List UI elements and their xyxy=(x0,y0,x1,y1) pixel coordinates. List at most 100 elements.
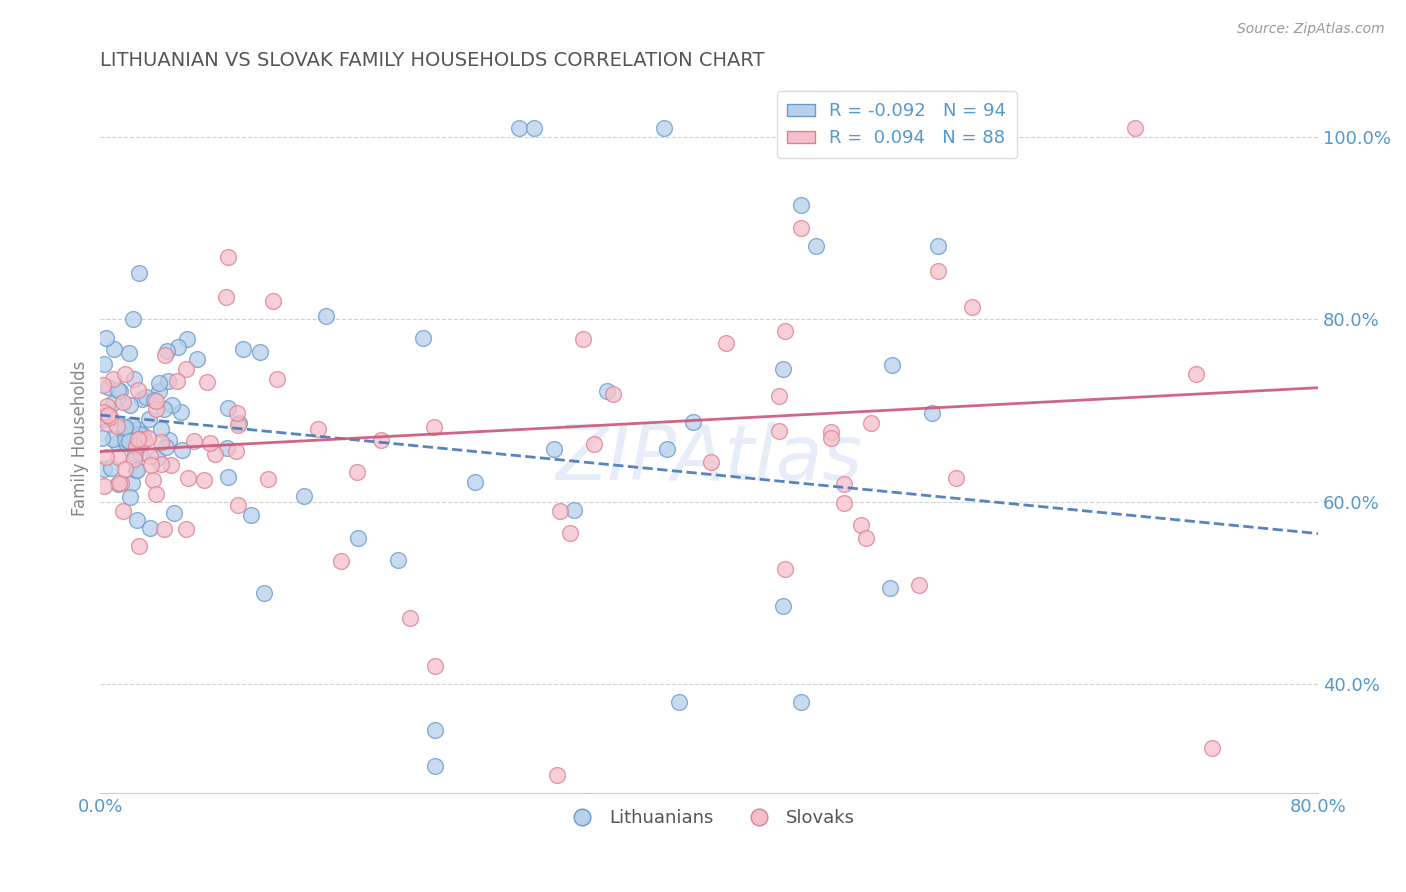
Point xyxy=(156,344,179,359)
Point xyxy=(135,390,157,404)
Y-axis label: Family Households: Family Households xyxy=(72,360,89,516)
Point xyxy=(804,239,827,253)
Point xyxy=(217,470,239,484)
Point xyxy=(927,264,949,278)
Point xyxy=(425,658,447,673)
Point xyxy=(879,582,901,596)
Point xyxy=(128,540,150,554)
Point xyxy=(157,374,180,388)
Point xyxy=(97,408,120,422)
Point xyxy=(118,434,141,449)
Point xyxy=(101,372,124,386)
Point xyxy=(921,407,943,421)
Point xyxy=(125,463,148,477)
Point xyxy=(1125,120,1147,135)
Point xyxy=(105,419,128,434)
Point xyxy=(114,368,136,382)
Point xyxy=(149,434,172,449)
Point xyxy=(820,431,842,445)
Point xyxy=(101,432,124,446)
Point xyxy=(94,331,117,345)
Point xyxy=(152,522,174,536)
Point xyxy=(131,392,153,406)
Point xyxy=(127,432,149,446)
Point xyxy=(103,342,125,356)
Point xyxy=(217,401,239,415)
Point xyxy=(97,380,120,394)
Text: ZIPAtlas: ZIPAtlas xyxy=(555,422,863,496)
Point xyxy=(107,477,129,491)
Point xyxy=(145,401,167,416)
Point xyxy=(226,498,249,512)
Point xyxy=(253,585,276,599)
Point xyxy=(225,444,247,458)
Point xyxy=(112,421,135,435)
Point xyxy=(114,462,136,476)
Point xyxy=(832,496,855,510)
Point xyxy=(155,440,177,454)
Point xyxy=(849,517,872,532)
Point xyxy=(217,250,239,264)
Point xyxy=(257,472,280,486)
Point xyxy=(128,426,150,441)
Point xyxy=(562,503,585,517)
Point xyxy=(832,476,855,491)
Point xyxy=(226,417,249,432)
Point xyxy=(582,437,605,451)
Point xyxy=(387,553,409,567)
Point xyxy=(307,422,329,436)
Point xyxy=(110,476,132,491)
Point xyxy=(155,348,177,362)
Point xyxy=(768,424,790,438)
Point xyxy=(100,460,122,475)
Point xyxy=(186,352,208,367)
Point xyxy=(121,417,143,432)
Point xyxy=(145,393,167,408)
Point xyxy=(111,395,134,409)
Point xyxy=(602,387,624,401)
Point xyxy=(148,384,170,399)
Point xyxy=(122,451,145,466)
Point xyxy=(96,450,118,465)
Point xyxy=(118,398,141,412)
Point xyxy=(523,120,546,135)
Point xyxy=(172,443,194,458)
Point xyxy=(346,466,368,480)
Point xyxy=(789,695,811,709)
Point xyxy=(960,301,983,315)
Point xyxy=(122,312,145,326)
Point xyxy=(121,476,143,491)
Point xyxy=(138,521,160,535)
Point xyxy=(195,375,218,389)
Point xyxy=(143,392,166,407)
Text: Source: ZipAtlas.com: Source: ZipAtlas.com xyxy=(1237,22,1385,37)
Point xyxy=(543,442,565,456)
Point xyxy=(215,290,238,304)
Point xyxy=(146,450,169,465)
Point xyxy=(107,450,129,465)
Point xyxy=(315,309,337,323)
Point xyxy=(134,433,156,447)
Point xyxy=(153,402,176,417)
Point xyxy=(125,439,148,453)
Point xyxy=(96,399,118,413)
Point xyxy=(1201,740,1223,755)
Point xyxy=(105,435,128,450)
Point xyxy=(183,434,205,448)
Point xyxy=(118,490,141,504)
Point xyxy=(90,431,112,445)
Point xyxy=(668,695,690,709)
Point xyxy=(129,432,152,446)
Point xyxy=(93,357,115,371)
Point xyxy=(596,384,619,398)
Point xyxy=(945,471,967,485)
Point xyxy=(657,442,679,457)
Point xyxy=(772,362,794,376)
Point xyxy=(114,420,136,434)
Point xyxy=(145,487,167,501)
Point xyxy=(558,526,581,541)
Point xyxy=(139,458,162,473)
Point xyxy=(768,389,790,403)
Point xyxy=(249,345,271,359)
Point xyxy=(329,554,352,568)
